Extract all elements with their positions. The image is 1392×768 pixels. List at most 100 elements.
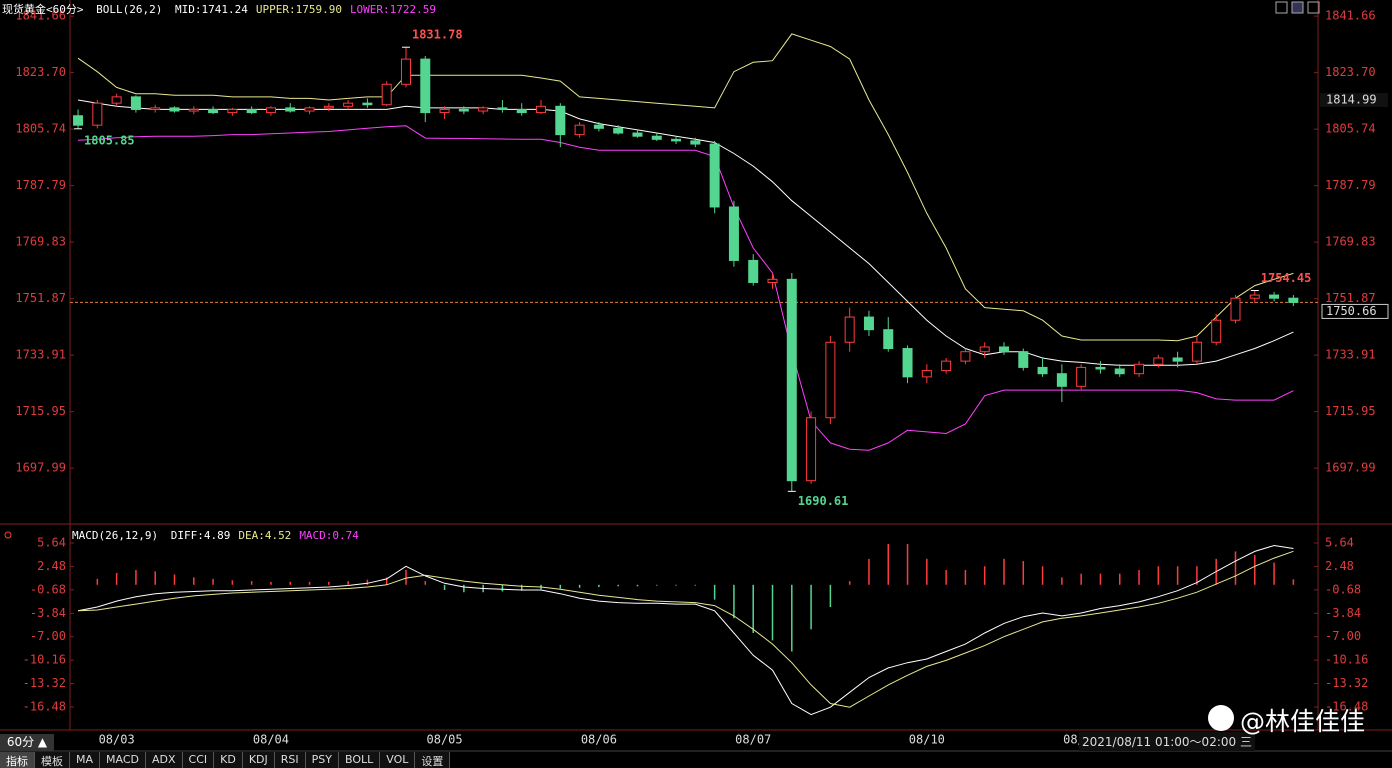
- window-icon[interactable]: [1275, 1, 1288, 14]
- legend-entry: DIFF:4.89: [170, 529, 231, 542]
- y-tick-label: 1787.79: [1325, 178, 1376, 192]
- chart-title: 现货黄金<60分>: [2, 3, 84, 16]
- candle-body: [420, 58, 431, 114]
- status-time: 2021/08/11 01:00～02:00 三: [1079, 732, 1255, 751]
- indicator-name: BOLL(26,2): [96, 3, 163, 16]
- tab[interactable]: VOL: [380, 752, 416, 768]
- candle-body: [921, 370, 932, 378]
- candle-body: [343, 102, 354, 107]
- candle-body: [1191, 341, 1202, 362]
- window-icon[interactable]: [1291, 1, 1304, 14]
- tab[interactable]: 指标: [0, 752, 35, 768]
- y-tick-label: 1823.70: [1325, 65, 1376, 79]
- tab[interactable]: ADX: [146, 752, 183, 768]
- candle-body: [863, 316, 874, 331]
- candle-body: [304, 107, 315, 112]
- tab[interactable]: MA: [70, 752, 101, 768]
- candle-body: [883, 329, 894, 350]
- candle-body: [1153, 357, 1164, 365]
- y-tick-label: 1769.83: [1325, 235, 1376, 249]
- candle-body: [439, 108, 450, 114]
- legend-entry: MACD:0.74: [299, 529, 359, 542]
- legend-entry: LOWER:1722.59: [349, 3, 437, 16]
- candle-body: [960, 351, 971, 362]
- legend: DIFF:4.89 DEA:4.52 MACD:0.74: [171, 529, 367, 542]
- x-tick-label: 08/04: [253, 733, 289, 747]
- y-tick-label: -0.68: [30, 582, 66, 596]
- candle-body: [1076, 366, 1087, 387]
- candle-body: [208, 108, 219, 114]
- candle-body: [92, 102, 103, 126]
- tab[interactable]: 模板: [35, 752, 70, 768]
- y-tick-label: 5.64: [1325, 535, 1354, 549]
- y-tick-label: -10.16: [1325, 653, 1368, 667]
- candle-body: [844, 316, 855, 343]
- y-tick-label: 1787.79: [15, 178, 66, 192]
- candle-body: [381, 83, 392, 106]
- macd-line: [77, 544, 1294, 716]
- candle-body: [150, 107, 161, 110]
- candle-body: [825, 341, 836, 419]
- main-header: 现货黄金<60分> BOLL(26,2) MID:1741.24 UPPER:17…: [2, 1, 450, 17]
- extreme-label: 1754.45: [1261, 271, 1312, 285]
- y-tick-label: 1841.66: [1325, 9, 1376, 23]
- tab[interactable]: BOLL: [338, 752, 381, 768]
- price-box: [1321, 303, 1389, 319]
- legend: MID:1741.24 UPPER:1759.90 LOWER:1722.59: [175, 3, 444, 16]
- candle-body: [1288, 297, 1299, 303]
- y-tick-label: 1697.99: [15, 461, 66, 475]
- candle-body: [516, 108, 527, 114]
- candle-body: [555, 105, 566, 136]
- candle-body: [1134, 363, 1145, 375]
- y-tick-label: -16.48: [1325, 700, 1368, 714]
- y-tick-label: 1805.74: [15, 122, 66, 136]
- y-tick-label: 1769.83: [15, 235, 66, 249]
- candle-body: [111, 96, 122, 104]
- x-tick-label: 08/07: [735, 733, 771, 747]
- candle-body: [1230, 297, 1241, 321]
- tab[interactable]: RSI: [274, 752, 306, 768]
- candle-body: [728, 206, 739, 261]
- candle-body: [1269, 294, 1280, 299]
- candle-body: [323, 105, 334, 109]
- y-tick-label: 1715.95: [15, 404, 66, 418]
- candle-body: [748, 259, 759, 283]
- candle-body: [188, 108, 199, 112]
- y-tick-label: 1697.99: [1325, 461, 1376, 475]
- y-tick-label: 1733.91: [15, 348, 66, 362]
- tab[interactable]: KDJ: [242, 752, 275, 768]
- tab[interactable]: PSY: [305, 752, 339, 768]
- extreme-label: 1831.78: [412, 28, 463, 42]
- candle-body: [246, 108, 257, 114]
- indicator-tabs: 指标 模板 MA MACD ADX CCI KD KDJ RSI PSY BOLL VOL 设置: [0, 752, 451, 768]
- candle-body: [632, 132, 643, 137]
- y-tick-label: 1733.91: [1325, 348, 1376, 362]
- candle-body: [1037, 366, 1048, 375]
- candle-body: [400, 58, 411, 85]
- extreme-label: 1690.61: [798, 494, 849, 508]
- y-tick-label: -10.16: [23, 653, 66, 667]
- tab[interactable]: CCI: [182, 752, 215, 768]
- extreme-label: 1805.85: [84, 133, 135, 147]
- candle-body: [998, 346, 1009, 353]
- candle-body: [574, 124, 585, 136]
- marker-label: 1814.99: [1326, 93, 1377, 107]
- period-button[interactable]: 60分 ▲: [0, 734, 54, 751]
- candle-body: [536, 105, 547, 114]
- marker-box: [1320, 93, 1388, 108]
- price-box-label: 1750.66: [1326, 304, 1377, 318]
- candle-body: [497, 107, 508, 110]
- tab[interactable]: 设置: [415, 752, 451, 768]
- candle-body: [1172, 357, 1183, 362]
- candle-body: [1018, 351, 1029, 368]
- candle-body: [130, 96, 141, 110]
- tab[interactable]: KD: [214, 752, 243, 768]
- candle-body: [227, 108, 238, 114]
- y-tick-label: -3.84: [1325, 606, 1361, 620]
- legend-entry: UPPER:1759.90: [255, 3, 342, 16]
- window-icon[interactable]: [1307, 1, 1320, 14]
- tab[interactable]: MACD: [100, 752, 146, 768]
- candle-body: [786, 278, 797, 482]
